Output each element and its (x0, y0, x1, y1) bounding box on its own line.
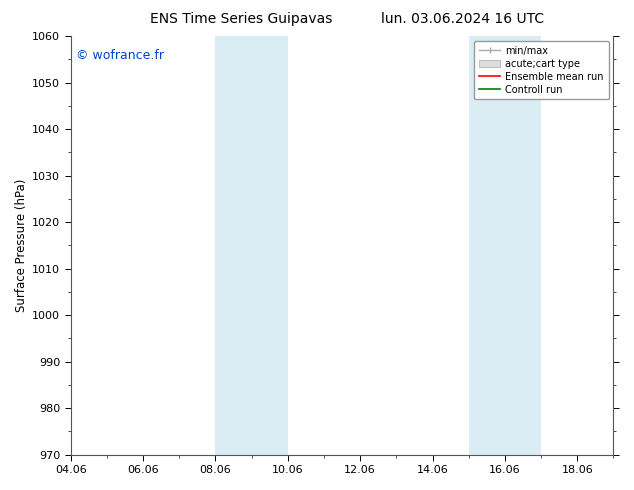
Y-axis label: Surface Pressure (hPa): Surface Pressure (hPa) (15, 179, 28, 312)
Text: ENS Time Series Guipavas: ENS Time Series Guipavas (150, 12, 332, 26)
Text: lun. 03.06.2024 16 UTC: lun. 03.06.2024 16 UTC (381, 12, 545, 26)
Text: © wofrance.fr: © wofrance.fr (76, 49, 164, 62)
Legend: min/max, acute;cart type, Ensemble mean run, Controll run: min/max, acute;cart type, Ensemble mean … (474, 41, 609, 99)
Bar (469, 36, 541, 455)
Bar (216, 36, 288, 455)
